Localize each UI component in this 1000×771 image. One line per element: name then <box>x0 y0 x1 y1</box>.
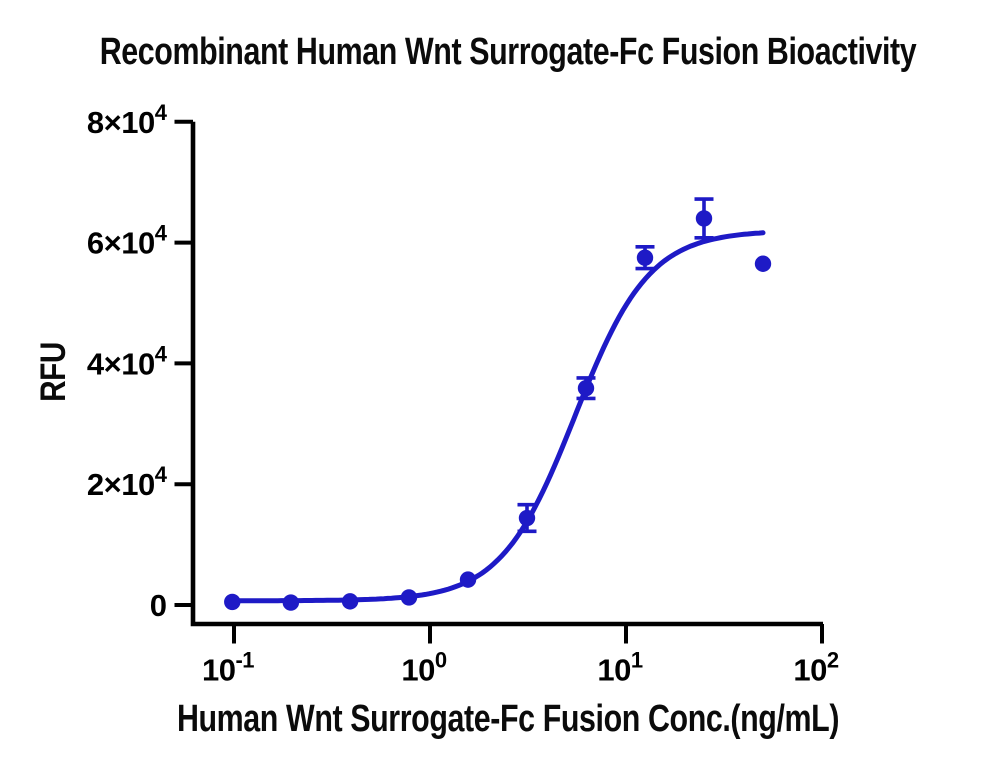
data-point <box>282 594 300 611</box>
data-point <box>695 210 713 227</box>
data-point <box>459 571 477 588</box>
chart-title: Recombinant Human Wnt Surrogate-Fc Fusio… <box>99 31 917 73</box>
x-tick-label: 100 <box>401 648 446 688</box>
data-point <box>400 589 418 606</box>
y-tick-label: 0 <box>150 588 167 623</box>
y-tick-label: 8×104 <box>87 100 168 140</box>
x-tick-label: 101 <box>597 648 642 688</box>
data-point <box>224 593 241 611</box>
data-point <box>577 379 595 397</box>
data-point <box>754 255 772 272</box>
x-tick-label: 102 <box>793 648 838 688</box>
y-tick-label: 2×104 <box>87 462 168 502</box>
fit-curve <box>229 230 766 604</box>
y-tick-label: 6×104 <box>87 221 168 261</box>
data-point <box>341 593 359 610</box>
data-point <box>518 509 536 527</box>
axis-frame <box>190 121 823 627</box>
data-point <box>636 249 654 266</box>
y-tick-label: 4×104 <box>87 341 168 381</box>
x-axis-label: Human Wnt Surrogate-Fc Fusion Conc.(ng/m… <box>176 698 840 740</box>
x-tick-label: 10-1 <box>202 648 254 688</box>
